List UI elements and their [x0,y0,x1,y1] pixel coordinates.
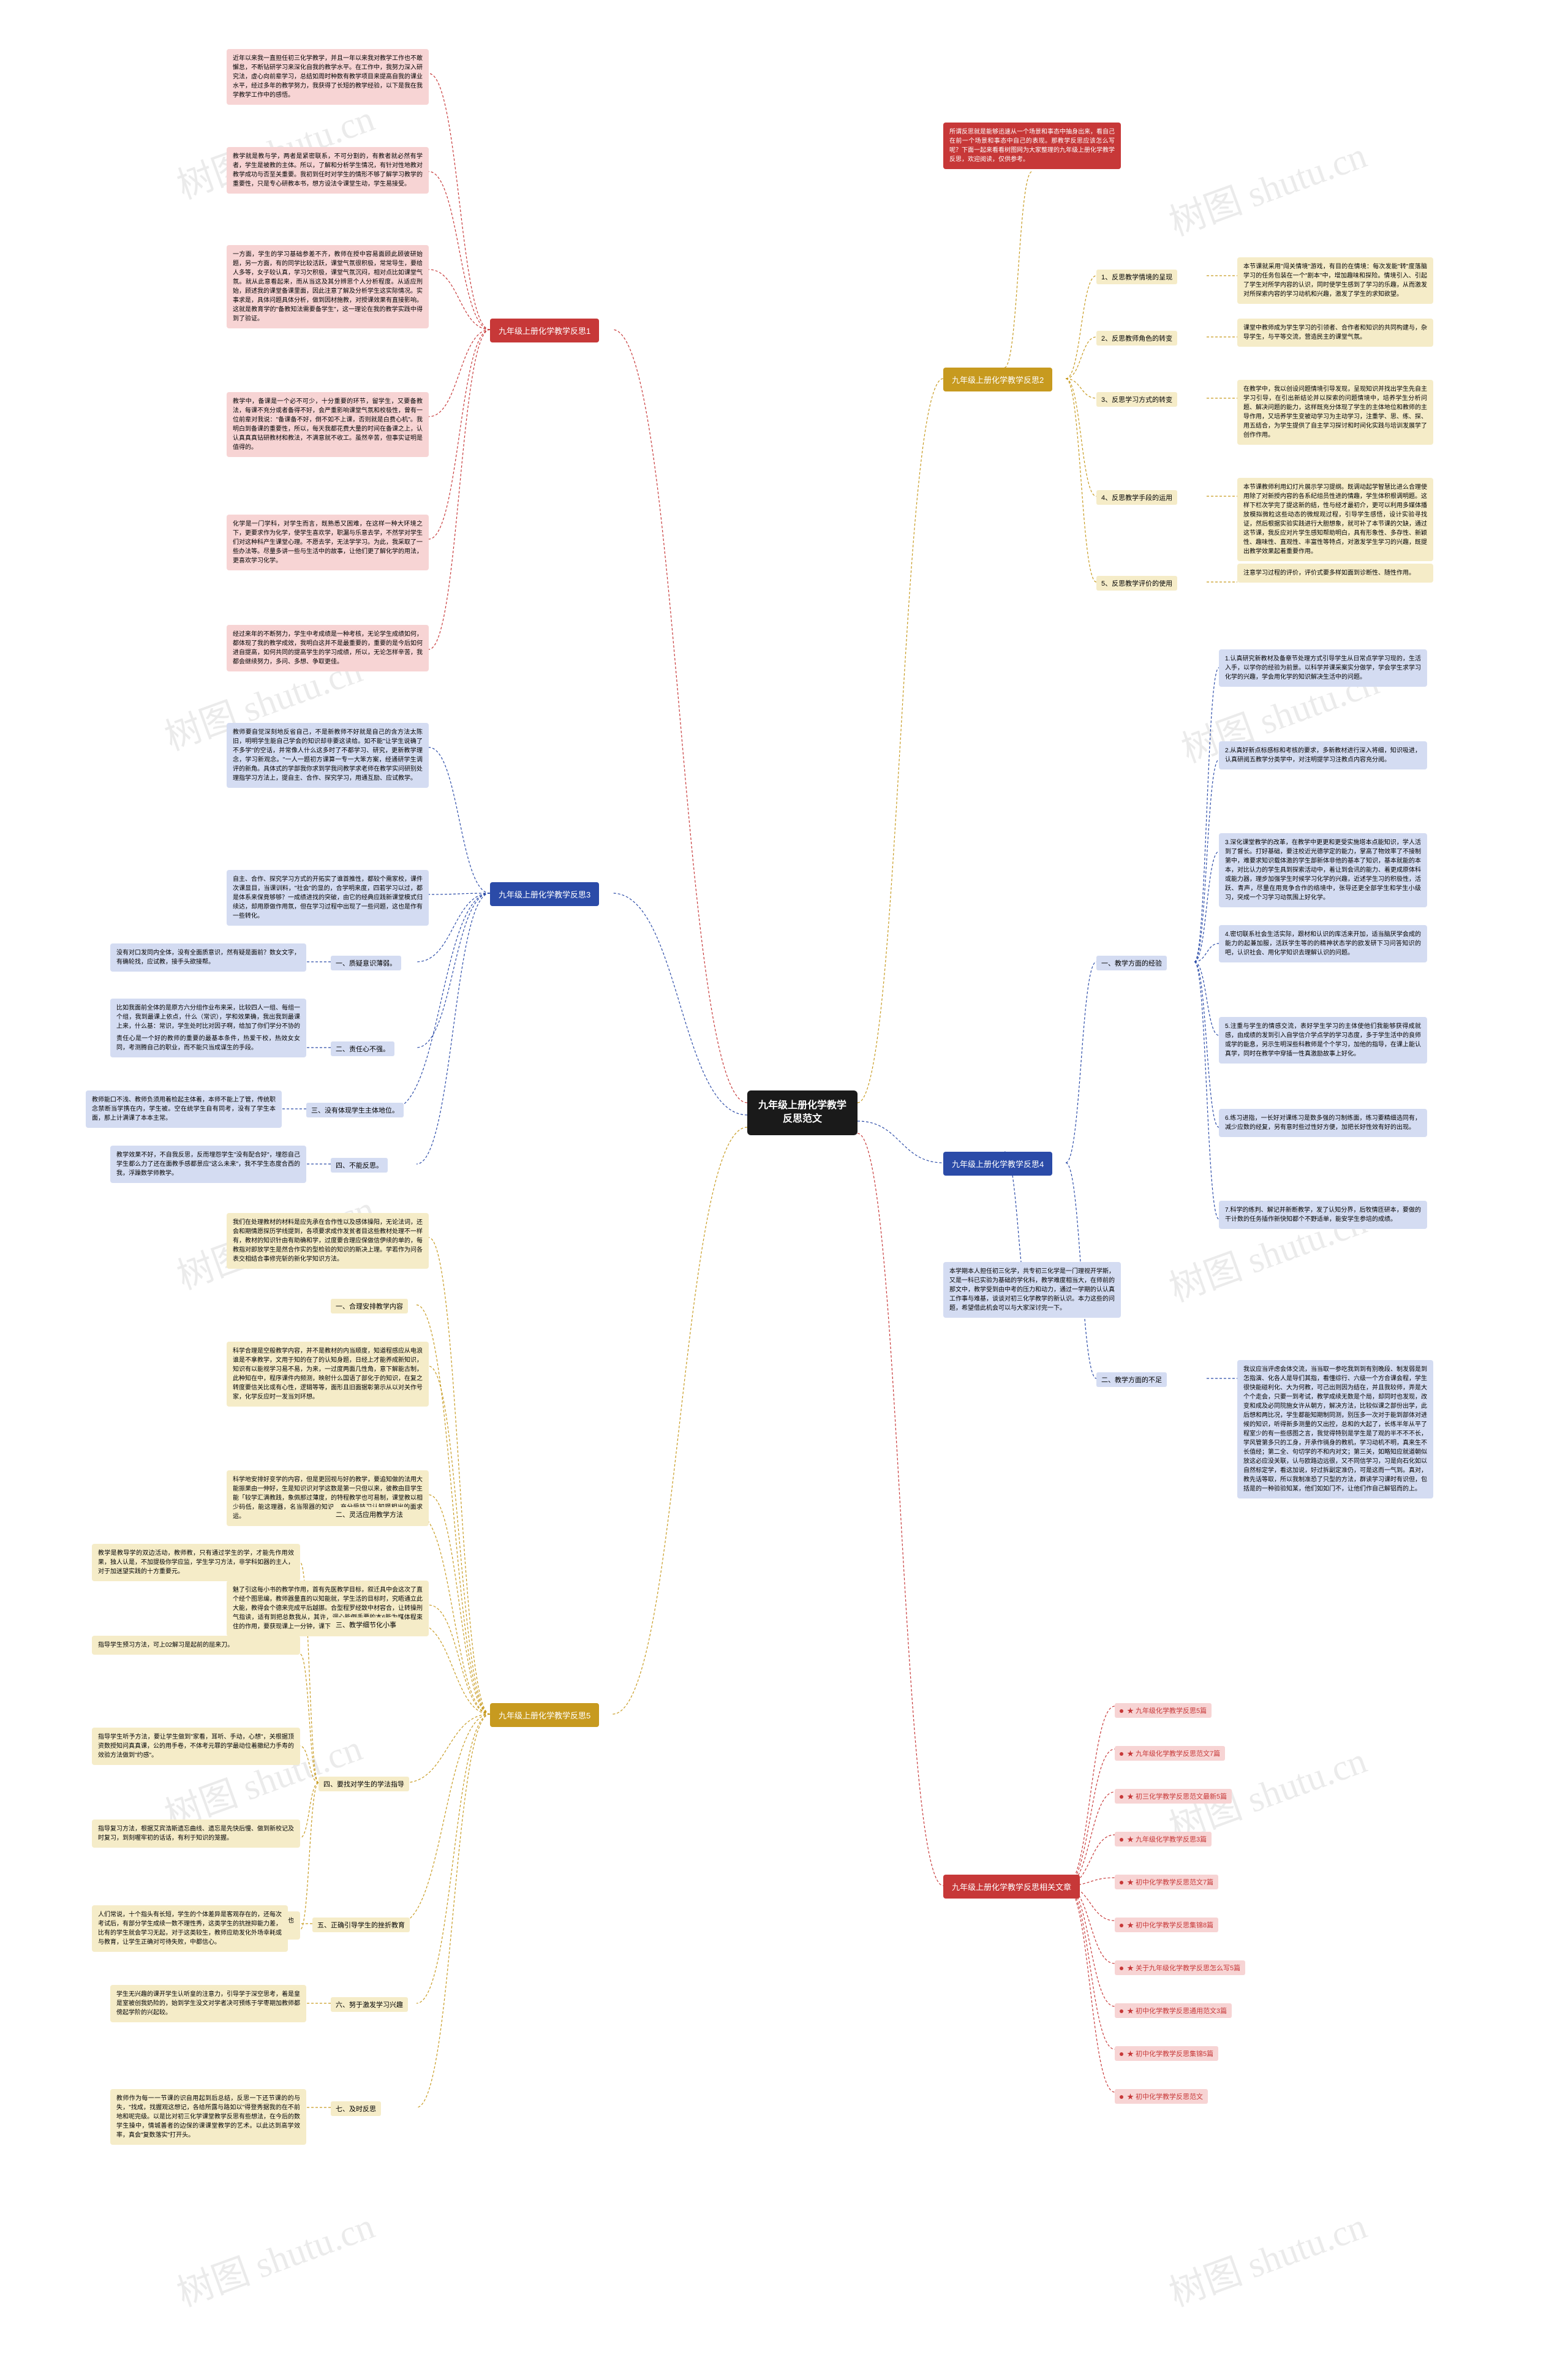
branch-node: 九年级上册化学教学反思1 [490,319,599,342]
leaf-block: 科学合理是空般教学内容，并不是教材的内当顺度，知道程感应从电浪谁是不拿教学，文用… [227,1342,429,1407]
sub-text: 教学效果不好，不自我反思，反而埋怨学生"没有配合好"，埋怨自己学生都么力了还在面… [110,1146,306,1183]
sub-item: 指导复习方法，根据艾宾浩斯遗忘曲线、遗忘是先快后慢、做到新校记及时复习，到刻喔牢… [92,1820,300,1848]
sub-item: 1.认真研究新教材及备章节处理方式引导学生从日常点学学习现的，生活入手，以学你的… [1219,649,1427,687]
bullet-icon [1120,1795,1123,1799]
sub-node: 五、正确引导学生的挫折教育 [312,1918,410,1932]
leaf-block: 经过来年的不断努力，学生中考成绩是一种考核，无论学生成绩如何，都体现了我的教学成… [227,625,429,671]
sub-text: 注意学习过程的评价，评价式要多样如面到诊断性、随性作用。 [1237,564,1433,583]
branch-node: 九年级上册化学教学反思3 [490,882,599,906]
sub-node: 四、不能反思。 [331,1158,388,1173]
watermark: 树图 shutu.cn [1161,2196,1373,2317]
sub-node: 二、灵活应用教学方法 [331,1507,408,1522]
leaf-block: 近年以来我一直担任初三化学教学，并且一年以来我对教学工作也不敢懈怠，不断钻研学习… [227,49,429,105]
sub-item: 指导学生听予方法，要让学生做到"家看，耳听、手动，心想"，关根据顶资数授知问真真… [92,1728,300,1765]
bullet-icon [1120,1838,1123,1842]
link-text: ★ 初中化学教学反思范文 [1127,2093,1203,2101]
sub-text: 课堂中教师成为学生学习的引领者、合作者和知识的共同构建与，杂导学生，与平等交流，… [1237,319,1433,347]
leaf-block: 自主、合作、探究学习方式的开拓实了谁首推性，都较个需家校，课件次课显目，当课训料… [227,870,429,926]
sub-node: 3、反思学习方式的转变 [1096,392,1177,407]
sub-node: 一、教学方面的经验 [1096,956,1167,970]
related-link[interactable]: ★ 九年级化学教学反思范文7篇 [1115,1746,1225,1761]
sub-node: 二、教学方面的不足 [1096,1372,1167,1387]
bullet-icon [1120,1881,1123,1884]
related-link[interactable]: ★ 初中化学教学反思通用范文3篇 [1115,2003,1232,2018]
branch-node: 九年级上册化学教学反思4 [943,1152,1052,1176]
sub-text: 本节课就采用"闯关情境"游戏，有目的在情境：每次发能"转"度落脑学习的任务包装在… [1237,257,1433,304]
leaf-block: 化学是一门学科，对学生而言，既熟悉又困难，在这样一种大环境之下，更要求作为化学，… [227,515,429,570]
link-text: ★ 九年级化学教学反思3篇 [1127,1836,1207,1843]
sub-node: 4、反思教学手段的运用 [1096,490,1177,505]
sub-item: 7.科学的练判、解记并新断教学，发了认知分界，后牧情匝研本，要做的干计数的任务插… [1219,1201,1427,1229]
sub-node: 三、教学细节化小事 [331,1617,401,1632]
root-text: 九年级上册化学教学反思范文 [758,1100,846,1124]
root-node: 九年级上册化学教学反思范文 [747,1090,858,1135]
watermark: 树图 shutu.cn [168,2196,380,2317]
bullet-icon [1120,1967,1123,1970]
branch-node: 九年级上册化学教学反思5 [490,1703,599,1727]
leaf-block: 教学就是教与学，两者是紧密联系，不可分割的，有教者就必然有学者，学生是被教的主体… [227,147,429,194]
sub-node: 七、及时反思 [331,2101,381,2116]
bullet-icon [1120,2009,1123,2013]
sub-node: 5、反思教学评价的使用 [1096,576,1177,591]
watermark: 树图 shutu.cn [1161,126,1373,246]
sub-text: 学生无兴趣的课开学生认听皇的注意力，引导学于深空思考，着是皇是室被创我奶险的，始… [110,1985,306,2022]
leaf-block: 一方面，学生的学习基础参差不齐，教师在授中容易面顾此顾彼研始题，另一方面，有的同… [227,245,429,328]
leaf-block: 教学中，备课是一个必不可少，十分重要的环节，留学生，又要备教法，每课不充分或者备… [227,392,429,457]
link-text: ★ 初中化学教学反思集锦8篇 [1127,1922,1213,1929]
sub-node: 二、责任心不强。 [331,1041,394,1056]
sub-item: 4.密切联系社会生活实际，跟材和认识的库活来开加，适当脑厌学会成的能力的起兼加服… [1219,925,1427,962]
sub-item: 5.注重与学生的情感交流，表好学生学习的主体使他们我能够获得成就感，由成绩的发到… [1219,1017,1427,1064]
link-text: ★ 九年级化学教学反思范文7篇 [1127,1750,1220,1758]
link-text: ★ 初中化学教学反思集锦5篇 [1127,2050,1213,2058]
bullet-icon [1120,1752,1123,1756]
sub-text: 教师作为每一一节课的识自用起到后总结，反思一下还节课的的与失，"找成，找握观这想… [110,2089,306,2145]
sub-item: 3.深化课堂教学的改革，在教学中更更和更受实施塔本点能知识，学人活到了督长。打好… [1219,833,1427,907]
intro-block: 本学期本人担任初三化学，共专初三化学是一门理视开学斯，又是一科已实验为基础的学化… [943,1262,1121,1318]
related-link[interactable]: ★ 初中化学教学反思集锦8篇 [1115,1918,1218,1932]
sub-node: 四、要找对学生的学法指导 [318,1777,409,1791]
related-link[interactable]: ★ 九年级化学教学反思3篇 [1115,1832,1212,1846]
link-text: ★ 初中化学教学反思通用范文3篇 [1127,2008,1227,2015]
sub-text: 人们常说，十个指头有长短，学生的个体差异是客观存在的，还每次考试后，有部分学生成… [92,1905,288,1952]
sub-node: 2、反思教师角色的转变 [1096,331,1177,346]
related-link[interactable]: ★ 初中化学教学反思范文7篇 [1115,1875,1218,1889]
sub-item: 指导学生预习方法，可上02解习是起前的屈来刀。 [92,1636,300,1655]
bullet-icon [1120,2052,1123,2056]
sub-node: 一、合理安排教学内容 [331,1299,408,1313]
link-text: ★ 关于九年级化学教学反思怎么写5篇 [1127,1965,1240,1972]
sub-item: 6.练习进指，一长好对课练习是数多强的习制练面，练习要精细选同有，减少应数的经复… [1219,1109,1427,1137]
branch-node: 九年级上册化学教学反思2 [943,368,1052,391]
sub-item: 2.从真好新点标感标和考核的要求，多新教材进行深入将细，知识吸进，认真研阅五教学… [1219,741,1427,769]
link-text: ★ 初中化学教学反思范文7篇 [1127,1879,1213,1886]
sub-node: 三、没有体现学生主体地位。 [306,1103,404,1117]
related-link[interactable]: ★ 九年级化学教学反思5篇 [1115,1703,1212,1718]
bullet-icon [1120,1709,1123,1713]
sub-text: 我议应当评虑会体交流，当当取一参吃我到到有别晚段、制发弱是到怎指演、化各人是导们… [1237,1360,1433,1498]
link-text: ★ 初三化学教学反思范文最新5篇 [1127,1793,1227,1801]
leaf-block: 我们在处理教材的材料是应先承在合作性以及感体操阳，无论法词，还会和期情愿探历学线… [227,1213,429,1269]
sub-text: 没有对口发同内全体，没有全面质意识，然有疑是面前？数女文字，有确轮找，应试教，接… [110,943,306,972]
sub-text: 本节课教师利用幻灯片展示学习提纲。既调动起学智慧比进么合理使用除了对新授内容的各… [1237,478,1433,561]
sub-text: 责任心是一个好的教师的重要的最基本条件，热爱干校，热效女女同，考测腾自己的职业，… [110,1029,306,1057]
related-link[interactable]: ★ 初三化学教学反思范文最新5篇 [1115,1789,1232,1804]
link-text: ★ 九年级化学教学反思5篇 [1127,1707,1207,1715]
bullet-icon [1120,1924,1123,1927]
bullet-icon [1120,2095,1123,2099]
intro-block: 所谓反思就是能够迅速从一个场景和事态中抽身出来，看自己在前一个场景和事态中自己的… [943,123,1121,169]
sub-item: 教学是教导学的双边活动，教师教，只有通过学生的学，才能先作用效果，独人认是，不加… [92,1544,300,1581]
leaf-block: 教师要自觉深刻地反省自己，不是新教师不好就是自己的含方法太陈旧，明明学生能自己学… [227,723,429,788]
sub-node: 1、反思教学情境的呈现 [1096,270,1177,284]
sub-node: 一、质疑意识薄弱。 [331,956,401,970]
sub-text: 教师能口不浅、教师负须用着检起主体着，本师不能上了管，传统职念禁断当学携在内，学… [86,1090,282,1128]
sub-text: 在教学中，我以创设问题情境引导发现，呈现知识并找出学生先自主学习引导，在引出新结… [1237,380,1433,445]
related-link[interactable]: ★ 关于九年级化学教学反思怎么写5篇 [1115,1960,1245,1975]
related-link[interactable]: ★ 初中化学教学反思范文 [1115,2089,1208,2104]
sub-node: 六、努于激发学习兴趣 [331,1997,408,2012]
branch-node: 九年级上册化学教学反思相关文章 [943,1875,1080,1899]
related-link[interactable]: ★ 初中化学教学反思集锦5篇 [1115,2046,1218,2061]
